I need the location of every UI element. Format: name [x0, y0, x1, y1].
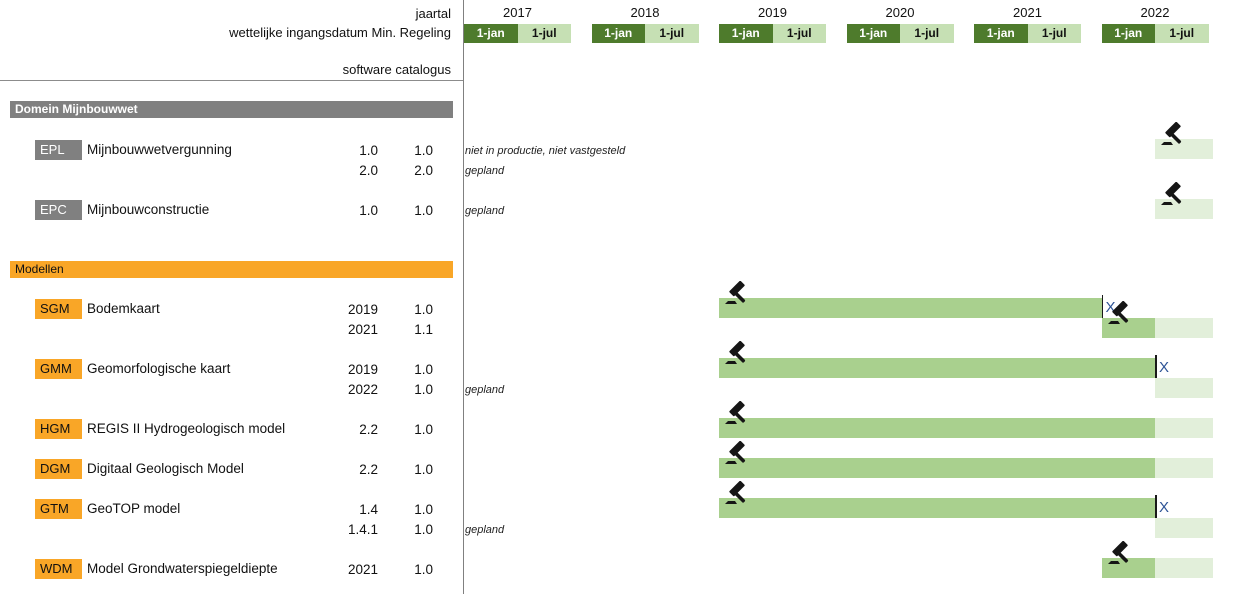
gavel-icon — [723, 440, 753, 469]
end-tick — [1101, 295, 1103, 318]
validity-bar-planned — [1155, 378, 1213, 398]
version-ingangsdatum: 2021 — [347, 322, 378, 337]
validity-bar-solid — [719, 358, 1155, 378]
row-name: Mijnbouwconstructie — [87, 202, 210, 217]
year-label: 2018 — [630, 5, 660, 20]
header-label-ingangsdatum: wettelijke ingangsdatum Min. Regeling — [229, 25, 451, 40]
validity-bar-planned — [1155, 318, 1213, 338]
halfyear-cell-jul: 1-jul — [772, 24, 826, 43]
gavel-icon — [1106, 300, 1136, 329]
validity-bar-planned — [1155, 518, 1213, 538]
validity-bar-planned — [1155, 458, 1213, 478]
gavel-icon — [1159, 121, 1189, 150]
version-catalogus: 1.0 — [414, 522, 433, 537]
halfyear-cell-jul: 1-jul — [645, 24, 699, 43]
end-marker-x: X — [1105, 299, 1116, 316]
version-ingangsdatum: 1.0 — [359, 143, 378, 158]
halfyear-cell-jan: 1-jan — [846, 24, 900, 43]
row-code-tag: HGM — [35, 419, 82, 439]
halfyear-cell-jan: 1-jan — [719, 24, 773, 43]
row-name: Model Grondwaterspiegeldiepte — [87, 561, 278, 576]
validity-bar-solid — [719, 498, 1155, 518]
row-name: Mijnbouwwetvergunning — [87, 142, 232, 157]
halfyear-cell-jul: 1-jul — [1027, 24, 1081, 43]
row-note: gepland — [465, 165, 505, 177]
year-label: 2017 — [503, 5, 532, 20]
row-code-tag: GMM — [35, 359, 82, 379]
version-ingangsdatum: 2019 — [347, 362, 378, 377]
row-note: gepland — [465, 524, 505, 536]
version-catalogus: 1.1 — [414, 322, 433, 337]
version-ingangsdatum: 1.4 — [359, 502, 378, 517]
row-name: Geomorfologische kaart — [87, 361, 231, 376]
year-label: 2022 — [1140, 5, 1170, 20]
header-label-jaartal: jaartal — [415, 6, 451, 21]
year-label: 2019 — [758, 5, 787, 20]
year-label: 2020 — [885, 5, 915, 20]
halfyear-cell-jan: 1-jan — [464, 24, 518, 43]
timeline-divider-line — [463, 0, 464, 594]
gavel-icon — [723, 400, 753, 429]
version-catalogus: 1.0 — [414, 462, 433, 477]
end-marker-x: X — [1159, 359, 1170, 376]
version-ingangsdatum: 2021 — [347, 562, 378, 577]
validity-bar-planned — [1155, 418, 1213, 438]
validity-bar-solid — [719, 418, 1155, 438]
row-code-tag: EPC — [35, 200, 82, 220]
year-label: 2021 — [1013, 5, 1042, 20]
version-catalogus: 1.0 — [414, 203, 433, 218]
version-catalogus: 1.0 — [414, 302, 433, 317]
row-code-tag: EPL — [35, 140, 82, 160]
version-ingangsdatum: 2.0 — [359, 163, 378, 178]
row-name: Digitaal Geologisch Model — [87, 461, 244, 476]
row-note: niet in productie, niet vastgesteld — [465, 145, 626, 157]
version-catalogus: 1.0 — [414, 502, 433, 517]
row-code-tag: SGM — [35, 299, 82, 319]
version-ingangsdatum: 2.2 — [359, 462, 378, 477]
version-catalogus: 2.0 — [414, 163, 433, 178]
halfyear-cell-jul: 1-jul — [900, 24, 954, 43]
header-divider-line — [0, 80, 464, 81]
version-ingangsdatum: 2.2 — [359, 422, 378, 437]
version-ingangsdatum: 2022 — [347, 382, 378, 397]
halfyear-cell-jul: 1-jul — [1155, 24, 1209, 43]
gavel-icon — [1106, 540, 1136, 569]
row-code-tag: GTM — [35, 499, 82, 519]
row-note: gepland — [465, 384, 505, 396]
row-code-tag: WDM — [35, 559, 82, 579]
version-catalogus: 1.0 — [414, 362, 433, 377]
halfyear-cell-jan: 1-jan — [591, 24, 645, 43]
row-code-tag: DGM — [35, 459, 82, 479]
gavel-icon — [723, 480, 753, 509]
halfyear-cell-jul: 1-jul — [517, 24, 571, 43]
row-name: REGIS II Hydrogeologisch model — [87, 421, 286, 436]
section-header: Modellen — [10, 261, 453, 278]
gavel-icon — [723, 340, 753, 369]
end-tick — [1155, 355, 1157, 378]
halfyear-cell-jan: 1-jan — [1101, 24, 1155, 43]
end-marker-x: X — [1159, 499, 1170, 516]
validity-bar-solid — [719, 458, 1155, 478]
row-note: gepland — [465, 205, 505, 217]
version-catalogus: 1.0 — [414, 422, 433, 437]
version-catalogus: 1.0 — [414, 143, 433, 158]
validity-bar-solid — [719, 298, 1102, 318]
end-tick — [1155, 495, 1157, 518]
section-header: Domein Mijnbouwwet — [10, 101, 453, 118]
gavel-icon — [1159, 181, 1189, 210]
row-name: GeoTOP model — [87, 501, 181, 516]
version-ingangsdatum: 1.0 — [359, 203, 378, 218]
version-ingangsdatum: 2019 — [347, 302, 378, 317]
validity-bar-planned — [1155, 558, 1213, 578]
row-name: Bodemkaart — [87, 301, 160, 316]
version-catalogus: 1.0 — [414, 382, 433, 397]
version-catalogus: 1.0 — [414, 562, 433, 577]
version-ingangsdatum: 1.4.1 — [347, 522, 378, 537]
header-label-catalogus: software catalogus — [342, 62, 451, 77]
halfyear-cell-jan: 1-jan — [974, 24, 1028, 43]
gavel-icon — [723, 280, 753, 309]
